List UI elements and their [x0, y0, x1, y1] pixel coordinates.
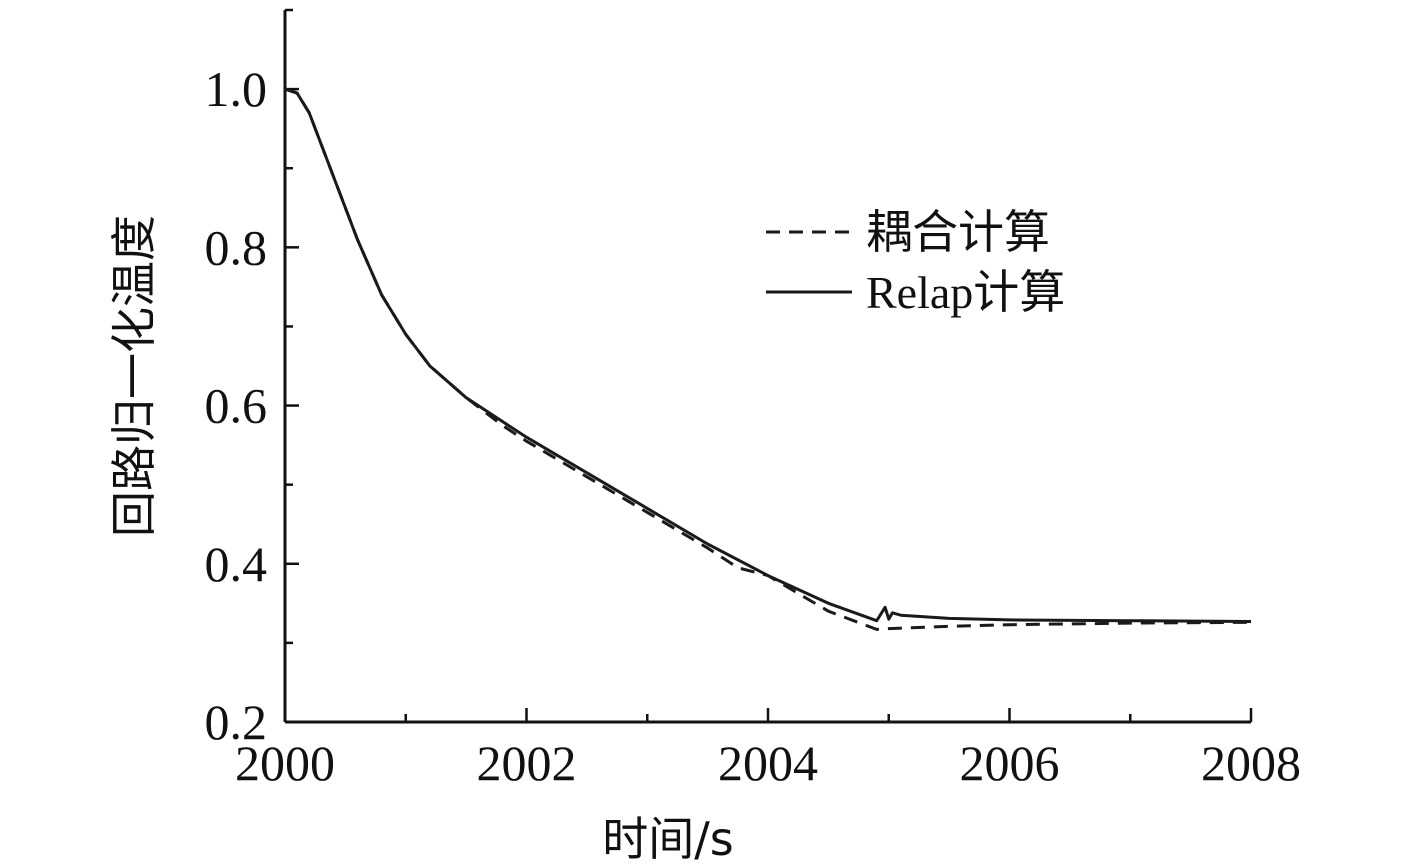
- series-line-2: [284, 87, 1252, 623]
- legend: 耦合计算 Relap计算: [766, 207, 1065, 318]
- x-tick-label: 2006: [960, 735, 1060, 791]
- legend-label-2: Relap计算: [866, 267, 1065, 318]
- series-line-1: [284, 87, 1252, 631]
- y-tick-label: 1.0: [205, 61, 268, 117]
- y-tick-label: 0.4: [205, 536, 268, 592]
- x-tick-label: 2004: [718, 735, 818, 791]
- legend-label-1: 耦合计算: [866, 207, 1050, 258]
- y-tick-label: 0.8: [205, 219, 268, 275]
- y-tick-label: 0.6: [205, 378, 268, 434]
- x-tick-label: 2002: [477, 735, 577, 791]
- x-axis-title: 时间/s: [602, 812, 733, 865]
- series-group: [284, 87, 1252, 631]
- x-tick-label: 2000: [235, 735, 335, 791]
- y-axis-title: 回路归一化温度: [107, 215, 161, 537]
- y-tick-label: 0.2: [205, 694, 268, 750]
- axes: 2000 2002 2004 2006 2008 0.2 0.4 0.6 0.8 1.0: [205, 8, 1301, 791]
- x-tick-label: 2008: [1201, 735, 1301, 791]
